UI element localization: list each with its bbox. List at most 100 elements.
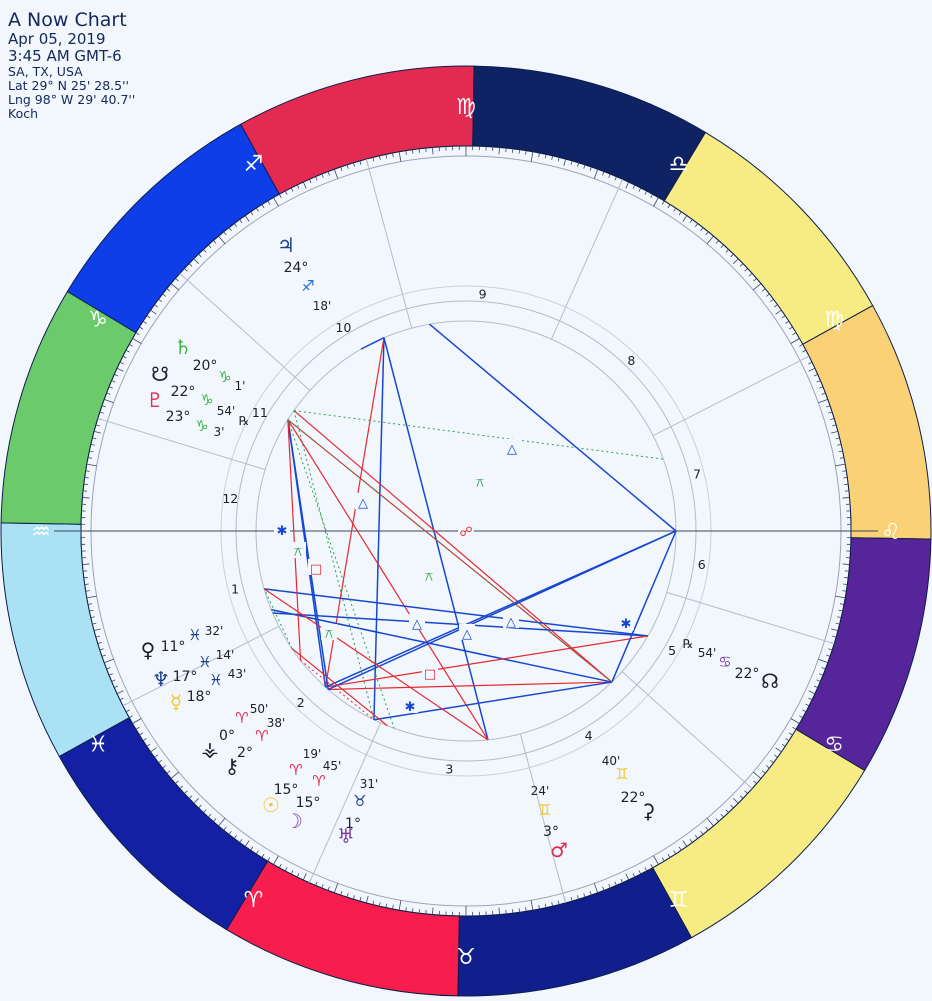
degree-tick xyxy=(87,603,93,605)
planet-saturn: ♄20°♑ 1' xyxy=(174,335,245,393)
degree-tick xyxy=(730,804,734,809)
degree-tick xyxy=(838,450,843,453)
zodiac-glyph: ♓ xyxy=(88,733,108,758)
degree-tick xyxy=(673,207,677,212)
degree-tick xyxy=(233,835,238,839)
degree-tick xyxy=(327,886,330,891)
aspect-glyph: △ xyxy=(507,442,517,457)
planet-degree: 1° xyxy=(345,816,361,832)
aspect-glyph: □ xyxy=(424,667,436,682)
degree-tick xyxy=(129,343,133,347)
degree-tick xyxy=(577,162,579,167)
planet-degree: 15° xyxy=(274,782,299,798)
aspect-line xyxy=(611,530,677,683)
degree-tick xyxy=(273,197,279,207)
degree-tick xyxy=(538,152,540,158)
aspect-glyph: ✱ xyxy=(405,700,416,715)
aspect-glyph: △ xyxy=(462,627,472,642)
chart-header: A Now Chart Apr 05, 2019 3:45 AM GMT-6 S… xyxy=(8,9,135,121)
degree-tick xyxy=(498,147,500,155)
planet-sign-icon: ♑ xyxy=(195,417,208,435)
aspect-line xyxy=(293,410,613,683)
degree-tick xyxy=(525,150,527,155)
planet-chiron: ⚷2°♈38' xyxy=(225,716,286,778)
planet-sign-icon: ♑ xyxy=(200,391,213,409)
planet-sign-icon: ♊ xyxy=(538,801,551,819)
house-number-4: 4 xyxy=(585,728,593,743)
planet-minutes: 54' xyxy=(217,404,236,418)
degree-tick xyxy=(223,231,227,236)
planet-sign-icon: ♓ xyxy=(198,653,211,671)
cusp-line xyxy=(666,591,835,645)
degree-tick xyxy=(837,444,842,446)
mars-icon: ♂ xyxy=(550,838,568,862)
planet-jupiter: ♃ 24°♐ 18' xyxy=(277,233,331,313)
cusp-line xyxy=(97,417,266,471)
degree-tick xyxy=(706,235,714,244)
degree-tick xyxy=(139,326,144,330)
aspect-glyph-bg xyxy=(422,664,438,680)
degree-tick xyxy=(101,654,106,657)
ceres-icon: ⚳ xyxy=(641,799,656,823)
degree-tick xyxy=(244,840,250,847)
aspect-glyph-bg xyxy=(355,493,371,509)
aspect-line xyxy=(293,410,375,720)
degree-tick xyxy=(761,288,766,292)
house-number-3: 3 xyxy=(445,761,453,776)
degree-tick xyxy=(175,278,179,282)
degree-tick xyxy=(661,857,665,862)
zodiac-glyph: ♌ xyxy=(881,520,901,545)
degree-tick xyxy=(162,293,167,297)
degree-tick xyxy=(765,765,770,769)
aspect-line xyxy=(287,419,302,661)
zodiac-glyph: ♊ xyxy=(669,888,689,913)
degree-tick xyxy=(86,463,97,467)
degree-tick xyxy=(132,718,142,724)
degree-tick xyxy=(720,244,724,249)
degree-tick xyxy=(198,253,202,258)
degree-tick xyxy=(261,204,265,209)
degree-tick xyxy=(296,873,300,878)
degree-tick xyxy=(239,839,243,843)
degree-tick xyxy=(839,457,845,459)
degree-tick xyxy=(175,780,179,784)
planet-minutes: 32' xyxy=(205,624,224,638)
degree-tick xyxy=(544,903,547,908)
degree-tick xyxy=(715,818,719,822)
zodiac-glyph: ♎ xyxy=(669,152,689,177)
neptune-icon: ♆ xyxy=(152,667,170,691)
degree-tick xyxy=(94,628,101,632)
house-number-10: 10 xyxy=(335,320,351,335)
degree-tick xyxy=(114,685,119,688)
degree-tick xyxy=(193,258,199,264)
aspect-glyph-bg xyxy=(409,614,425,630)
degree-tick xyxy=(432,907,434,915)
degree-tick xyxy=(733,798,739,804)
degree-tick xyxy=(99,648,104,651)
planet-degree: 2° xyxy=(237,745,253,761)
degree-tick xyxy=(146,743,151,747)
degree-tick xyxy=(689,219,693,223)
degree-tick xyxy=(116,690,124,695)
degree-tick xyxy=(653,197,659,207)
degree-tick xyxy=(808,690,816,695)
vertex-icon: ⚶ xyxy=(202,737,219,761)
degree-tick xyxy=(142,738,147,742)
zodiac-glyph: ♋ xyxy=(824,733,844,758)
degree-tick xyxy=(146,315,151,319)
degree-tick xyxy=(170,283,179,291)
chart-place: SA, TX, USA xyxy=(8,63,83,79)
zodiac-glyph: ♍ xyxy=(824,308,844,333)
degree-tick xyxy=(203,249,207,253)
planet-south-node: ☋22° ♑54'℞ xyxy=(151,362,249,428)
degree-tick xyxy=(405,907,407,912)
cusp-line xyxy=(652,355,810,437)
degree-tick xyxy=(608,884,611,889)
planet-minutes: 24' xyxy=(531,784,550,798)
degree-tick xyxy=(170,771,179,779)
degree-tick xyxy=(799,343,803,347)
saturn-icon: ♄ xyxy=(174,335,192,359)
planet-degree: 22° xyxy=(735,666,760,682)
degree-tick xyxy=(119,697,124,701)
degree-tick xyxy=(753,278,757,282)
